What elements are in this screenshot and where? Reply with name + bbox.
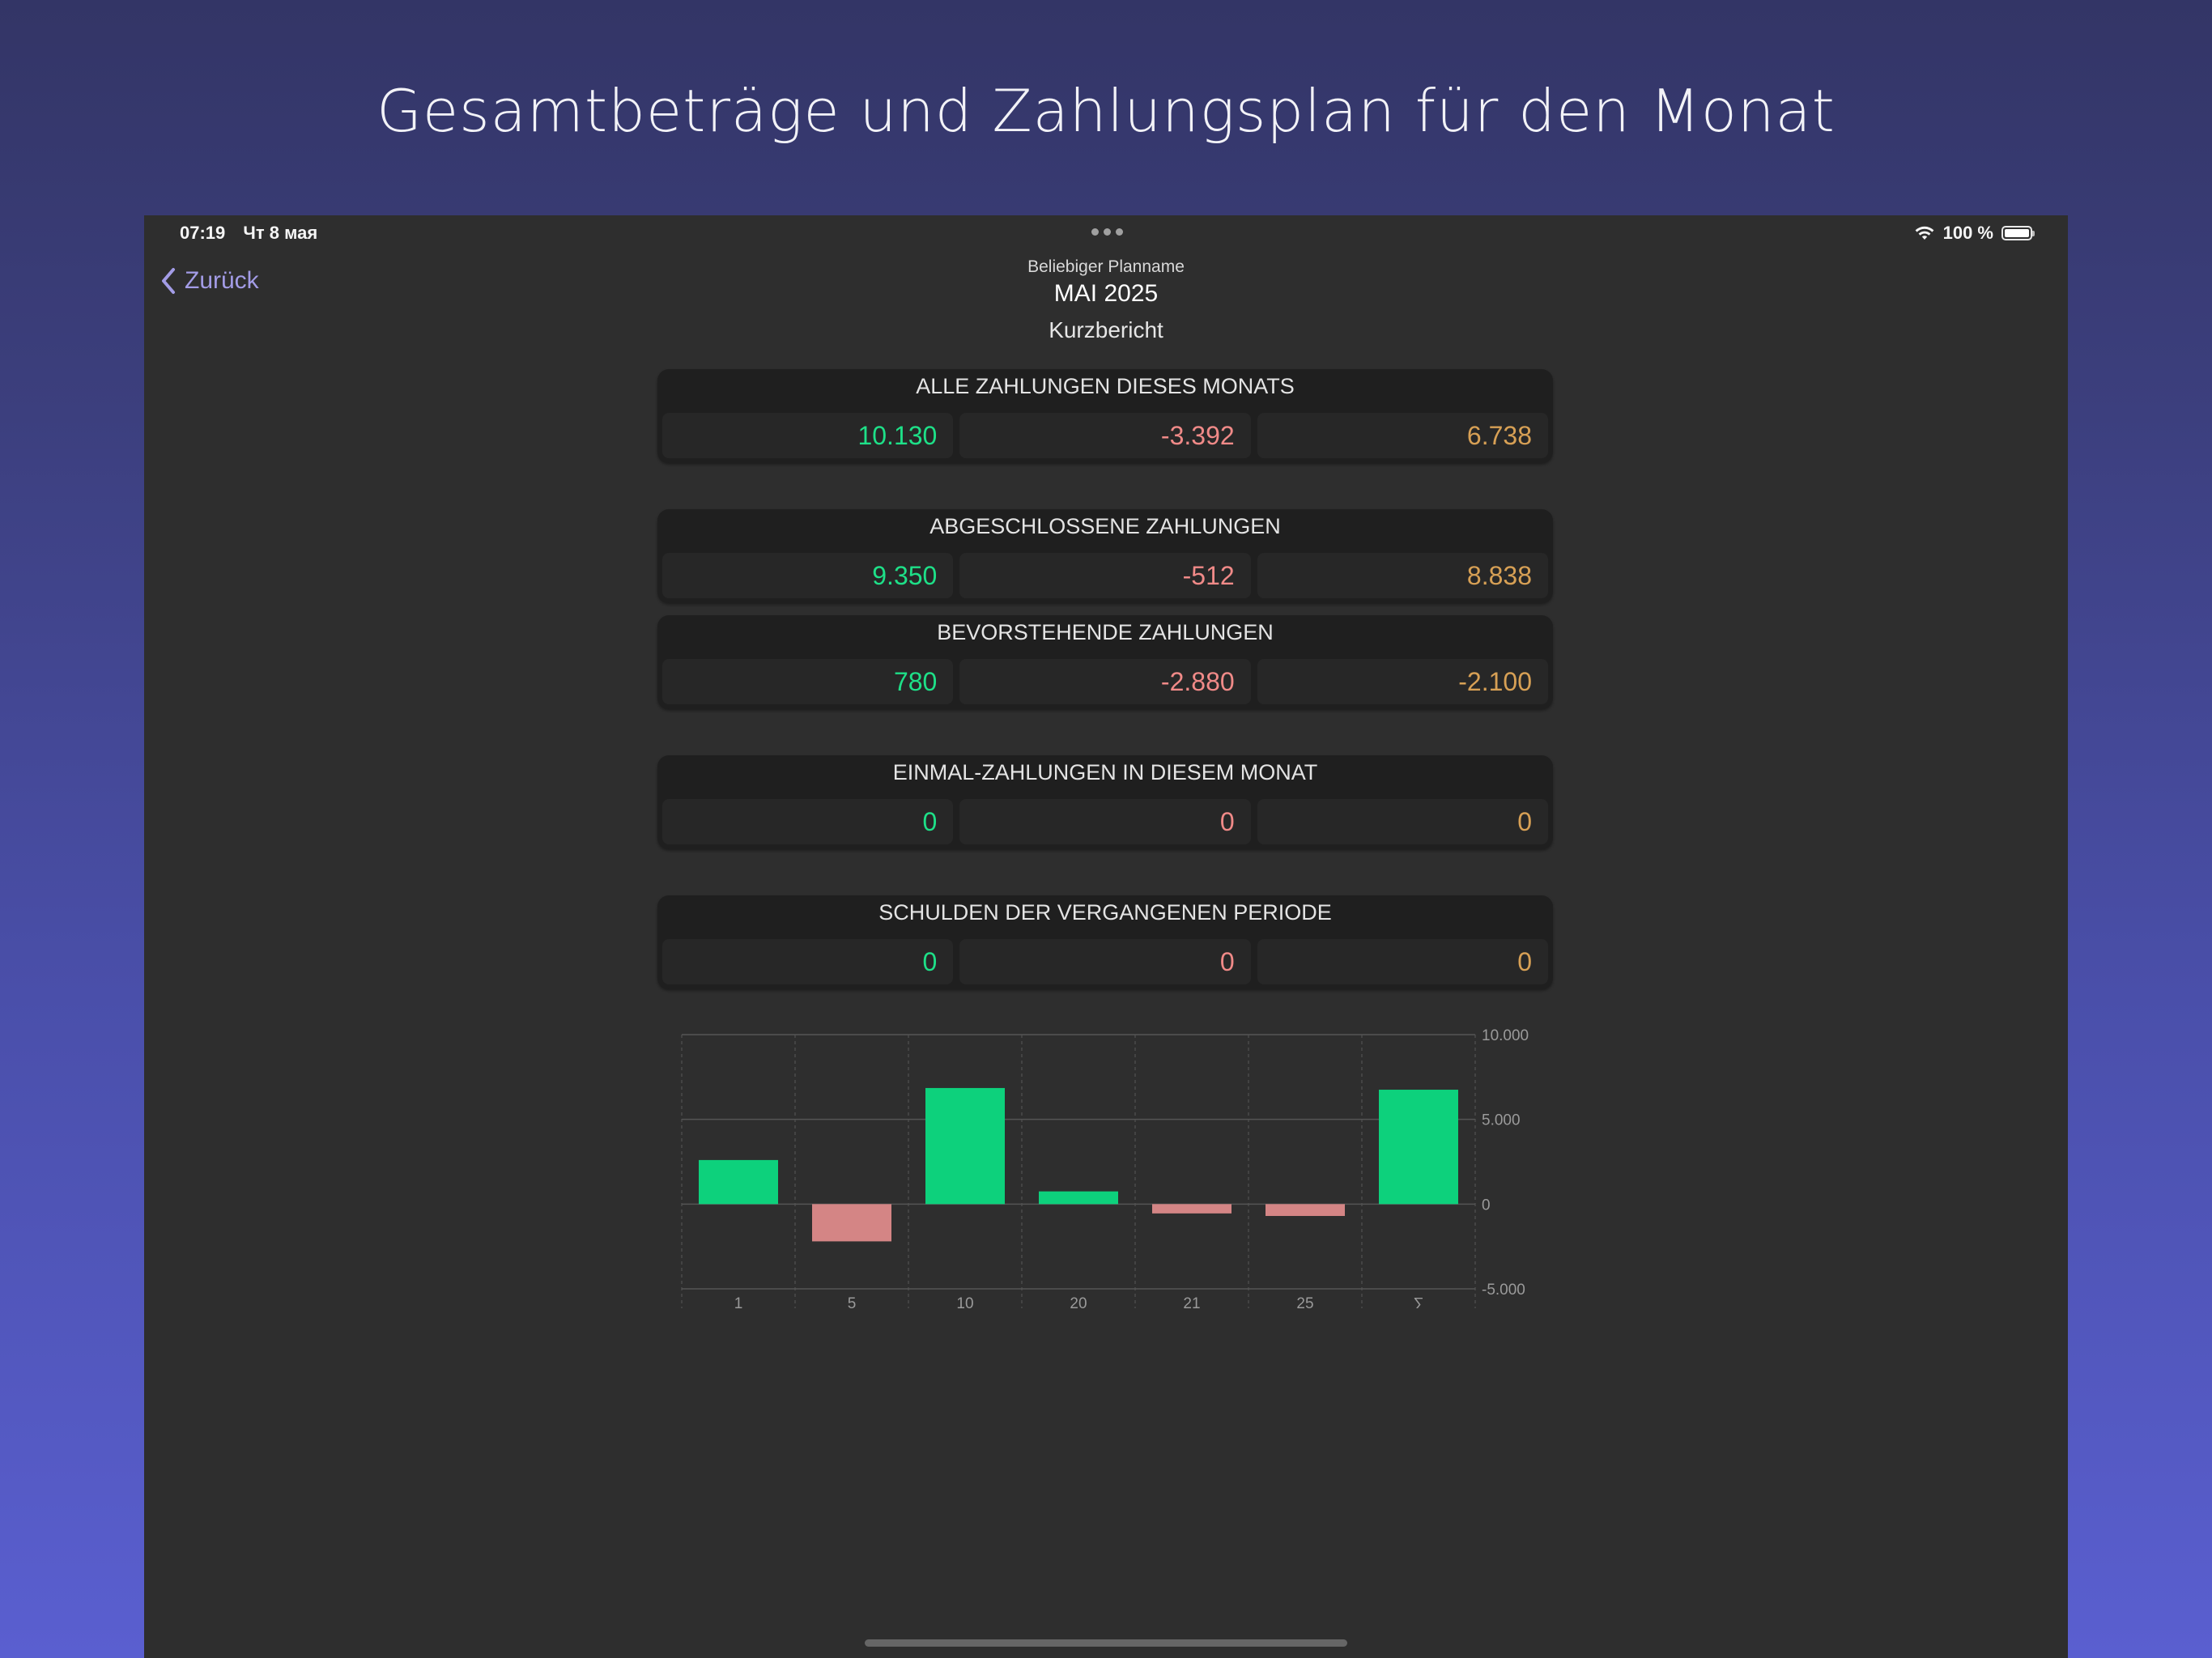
balance-value: 0 <box>1257 939 1548 984</box>
income-value: 9.350 <box>662 553 954 598</box>
app-screen: 07:19 Чт 8 мая 100 % Zurück Beliebiger P… <box>144 215 2068 1658</box>
x-tick-label: 25 <box>1296 1295 1313 1308</box>
x-tick-label: 5 <box>848 1295 857 1308</box>
home-indicator[interactable] <box>865 1639 1347 1647</box>
x-tick-label: 1 <box>734 1295 743 1308</box>
y-tick-label: 5.000 <box>1482 1112 1521 1129</box>
bar <box>812 1204 891 1242</box>
card-title: BEVORSTEHENDE ZAHLUNGEN <box>937 620 1274 644</box>
summary-card-completed: ABGESCHLOSSENE ZAHLUNGEN 9.350 -512 8.83… <box>657 509 1553 603</box>
income-value: 0 <box>662 939 954 984</box>
status-time: 07:19 <box>180 223 226 243</box>
x-tick-label: ∑ <box>1413 1295 1424 1308</box>
balance-value: 8.838 <box>1257 553 1548 598</box>
summary-card-upcoming: BEVORSTEHENDE ZAHLUNGEN 780 -2.880 -2.10… <box>657 615 1553 709</box>
y-tick-label: 10.000 <box>1482 1027 1529 1044</box>
expense-value: -2.880 <box>959 659 1251 704</box>
back-label: Zurück <box>185 267 259 294</box>
status-date: Чт 8 мая <box>243 223 318 243</box>
payment-schedule-chart: 10.000 5.000 0 -5.000 1 5 10 20 21 25 ∑ <box>681 1027 1529 1308</box>
card-title: EINMAL-ZAHLUNGEN IN DIESEM MONAT <box>892 760 1318 784</box>
x-tick-label: 10 <box>956 1295 973 1308</box>
income-value: 0 <box>662 799 954 844</box>
income-value: 10.130 <box>662 413 954 458</box>
x-tick-label: 21 <box>1183 1295 1200 1308</box>
bar <box>1379 1090 1458 1205</box>
expense-value: -512 <box>959 553 1251 598</box>
card-title: SCHULDEN DER VERGANGENEN PERIODE <box>878 900 1332 925</box>
chevron-left-icon <box>162 268 175 294</box>
bar <box>1039 1191 1118 1205</box>
bar <box>1266 1204 1345 1216</box>
summary-card-all: ALLE ZAHLUNGEN DIESES MONATS 10.130 -3.3… <box>657 369 1553 463</box>
battery-icon <box>2001 226 2035 240</box>
card-title: ALLE ZAHLUNGEN DIESES MONATS <box>916 374 1295 398</box>
x-tick-label: 20 <box>1070 1295 1087 1308</box>
expense-value: 0 <box>959 939 1251 984</box>
status-bar: 07:19 Чт 8 мая 100 % <box>144 215 2068 256</box>
expense-value: -3.392 <box>959 413 1251 458</box>
income-value: 780 <box>662 659 954 704</box>
battery-percent: 100 % <box>1942 223 1993 243</box>
page-title: MAI 2025 <box>1053 280 1159 307</box>
summary-card-one-time: EINMAL-ZAHLUNGEN IN DIESEM MONAT 0 0 0 <box>657 755 1553 849</box>
bar <box>699 1159 778 1205</box>
promo-headline: Gesamtbeträge und Zahlungsplan für den M… <box>376 77 1836 145</box>
bar <box>1152 1204 1231 1214</box>
bar <box>925 1087 1005 1205</box>
summary-card-debts: SCHULDEN DER VERGANGENEN PERIODE 0 0 0 <box>657 895 1553 989</box>
balance-value: 6.738 <box>1257 413 1548 458</box>
wifi-icon <box>1915 226 1934 240</box>
balance-value: 0 <box>1257 799 1548 844</box>
card-title: ABGESCHLOSSENE ZAHLUNGEN <box>929 514 1281 538</box>
expense-value: 0 <box>959 799 1251 844</box>
balance-value: -2.100 <box>1257 659 1548 704</box>
y-tick-label: -5.000 <box>1482 1282 1525 1299</box>
plan-name: Beliebiger Planname <box>1027 257 1185 276</box>
y-tick-label: 0 <box>1482 1197 1491 1214</box>
multitasking-dots-icon[interactable] <box>1091 228 1123 236</box>
report-subtitle: Kurzbericht <box>1049 317 1163 342</box>
back-button[interactable]: Zurück <box>160 267 259 295</box>
